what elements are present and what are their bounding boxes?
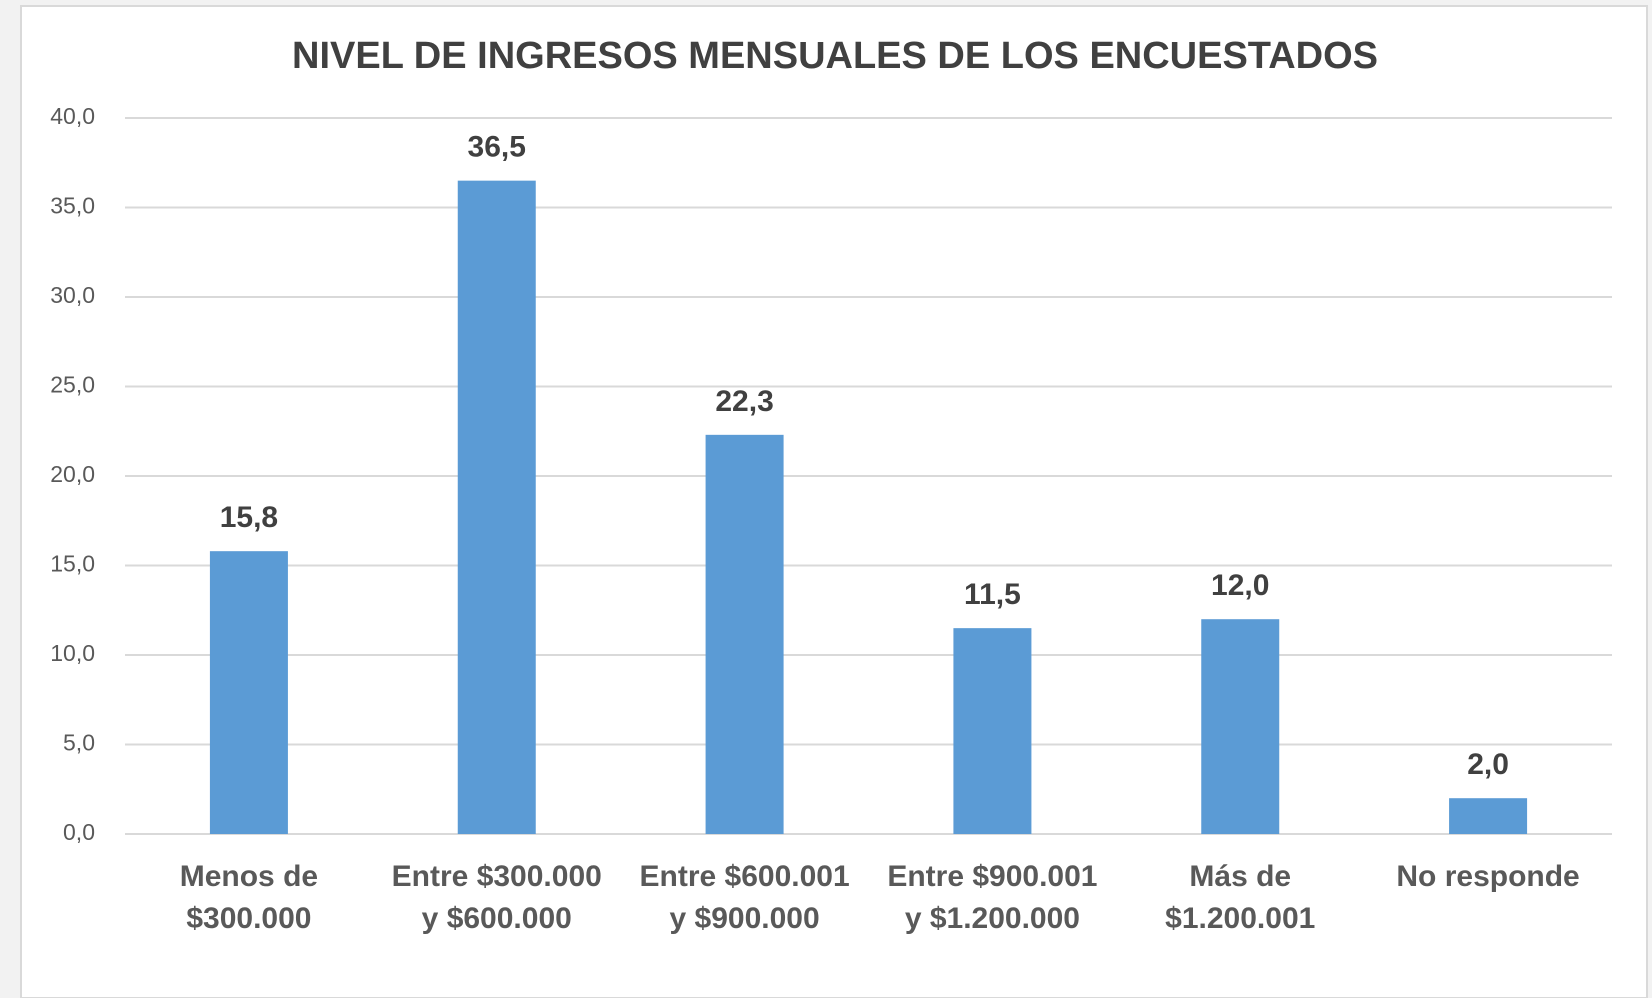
data-label: 11,5 bbox=[964, 578, 1021, 611]
bar bbox=[1449, 798, 1528, 834]
chart-area bbox=[20, 5, 1648, 998]
chart-title: NIVEL DE INGRESOS MENSUALES DE LOS ENCUE… bbox=[292, 35, 1378, 77]
x-tick-label: Entre $900.001 y $1.200.000 bbox=[887, 860, 1098, 935]
bar bbox=[209, 551, 288, 834]
y-tick-label: 35,0 bbox=[50, 193, 95, 219]
bar bbox=[457, 180, 536, 834]
x-tick-label: No responde bbox=[1396, 860, 1580, 893]
data-label: 22,3 bbox=[715, 385, 773, 418]
data-label: 12,0 bbox=[1211, 569, 1269, 602]
x-tick-label: Entre $600.001 y $900.000 bbox=[639, 860, 850, 935]
y-tick-label: 30,0 bbox=[50, 282, 95, 308]
y-tick-label: 40,0 bbox=[50, 103, 95, 129]
x-tick-label: Menos de $300.000 bbox=[179, 860, 319, 935]
y-tick-label: 20,0 bbox=[50, 461, 95, 487]
x-tick-label: Entre $300.000 y $600.000 bbox=[391, 860, 602, 935]
y-tick-label: 5,0 bbox=[63, 730, 95, 756]
bar bbox=[1201, 619, 1280, 834]
y-tick-label: 25,0 bbox=[50, 372, 95, 398]
y-tick-label: 0,0 bbox=[63, 819, 95, 845]
data-label: 15,8 bbox=[220, 501, 278, 534]
x-tick-label: Más de $1.200.001 bbox=[1165, 860, 1316, 935]
data-label: 2,0 bbox=[1467, 748, 1509, 781]
y-tick-label: 15,0 bbox=[50, 551, 95, 577]
y-tick-label: 10,0 bbox=[50, 640, 95, 666]
data-label: 36,5 bbox=[468, 131, 526, 164]
bar bbox=[953, 628, 1032, 834]
bar bbox=[705, 434, 784, 834]
